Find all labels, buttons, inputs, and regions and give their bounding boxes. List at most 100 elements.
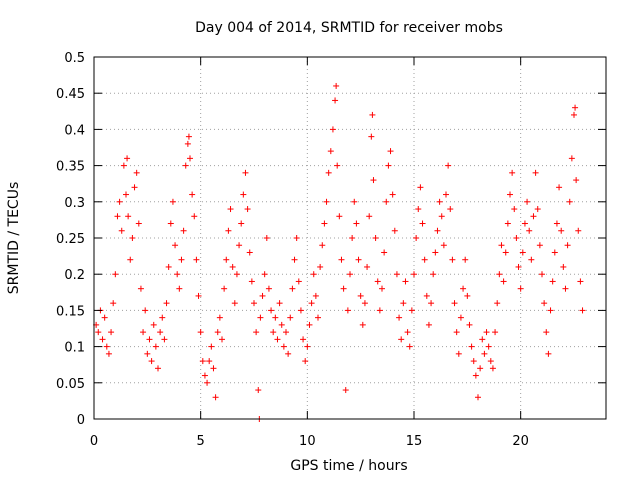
data-point — [114, 213, 121, 220]
data-point — [457, 314, 464, 321]
data-point — [238, 220, 245, 227]
data-point — [144, 350, 151, 357]
data-point — [526, 227, 533, 234]
data-point — [137, 285, 144, 292]
data-point — [227, 206, 234, 213]
data-point — [436, 198, 443, 205]
data-point — [507, 191, 513, 198]
data-point — [302, 358, 309, 365]
data-point — [515, 263, 522, 270]
data-point — [208, 343, 215, 350]
data-point — [524, 198, 531, 205]
data-point — [210, 365, 217, 372]
data-point — [95, 329, 102, 336]
data-point — [391, 227, 398, 234]
data-point — [169, 198, 176, 205]
data-point — [323, 198, 330, 205]
data-point — [321, 220, 328, 227]
data-point — [470, 358, 477, 365]
data-point — [124, 155, 131, 162]
data-point — [372, 235, 379, 241]
data-point — [206, 358, 213, 365]
data-point — [347, 271, 353, 278]
x-axis-label: GPS time / hours — [290, 458, 407, 474]
data-point — [571, 111, 577, 118]
data-point — [184, 140, 191, 147]
data-point — [577, 278, 584, 285]
data-point — [278, 321, 285, 328]
data-point — [368, 133, 375, 140]
data-point — [404, 329, 411, 336]
data-point — [165, 263, 172, 270]
data-point — [449, 256, 456, 263]
data-point — [174, 271, 181, 278]
data-point — [479, 336, 486, 343]
data-point — [485, 343, 492, 350]
data-point — [253, 329, 260, 336]
data-point — [353, 220, 360, 227]
data-point — [274, 336, 281, 343]
data-point — [221, 285, 228, 292]
data-point — [340, 285, 347, 292]
data-point — [259, 292, 266, 299]
data-point — [280, 343, 287, 350]
x-tick-label: 5 — [197, 434, 205, 449]
data-point — [242, 169, 249, 176]
y-axis-label: SRMTID / TECUs — [6, 182, 22, 295]
data-point — [521, 220, 528, 227]
data-point — [440, 242, 447, 249]
data-point — [178, 256, 185, 263]
data-point — [396, 314, 403, 321]
data-point — [204, 379, 211, 386]
data-point — [366, 213, 373, 220]
x-tick-label: 20 — [512, 434, 529, 449]
data-point — [283, 329, 289, 336]
data-point — [528, 256, 535, 263]
data-point — [229, 263, 236, 270]
data-point — [291, 256, 298, 263]
data-point — [125, 213, 132, 220]
data-points — [93, 82, 586, 422]
data-point — [541, 300, 548, 307]
data-point — [500, 278, 507, 285]
data-point — [304, 343, 311, 350]
data-point — [327, 148, 334, 155]
data-point — [148, 358, 155, 365]
data-point — [159, 314, 166, 321]
data-point — [408, 307, 415, 314]
data-point — [494, 300, 501, 307]
data-point — [481, 350, 488, 357]
data-point — [402, 278, 409, 285]
x-tick-label: 0 — [90, 434, 98, 449]
data-point — [146, 336, 153, 343]
data-point — [300, 336, 307, 343]
data-point — [472, 372, 479, 379]
data-point — [562, 285, 569, 292]
data-point — [140, 329, 147, 336]
data-point — [176, 285, 183, 292]
data-point — [464, 292, 471, 299]
data-point — [443, 191, 449, 198]
data-point — [432, 249, 439, 256]
data-point — [116, 198, 123, 205]
data-point — [257, 314, 264, 321]
data-point — [150, 321, 157, 328]
data-point — [545, 350, 552, 357]
data-point — [549, 278, 556, 285]
data-point — [558, 227, 565, 234]
data-point — [240, 191, 247, 198]
data-point — [197, 329, 204, 336]
data-point — [351, 198, 358, 205]
data-point — [349, 235, 356, 241]
data-point — [185, 133, 192, 140]
data-point — [255, 387, 262, 394]
data-point — [195, 292, 202, 299]
data-point — [462, 256, 469, 263]
data-point — [120, 162, 127, 169]
data-point — [413, 235, 420, 241]
x-tick-labels: 0 5 10 15 20 — [90, 434, 529, 449]
data-point — [306, 321, 313, 328]
data-point — [498, 242, 505, 249]
data-point — [357, 292, 364, 299]
